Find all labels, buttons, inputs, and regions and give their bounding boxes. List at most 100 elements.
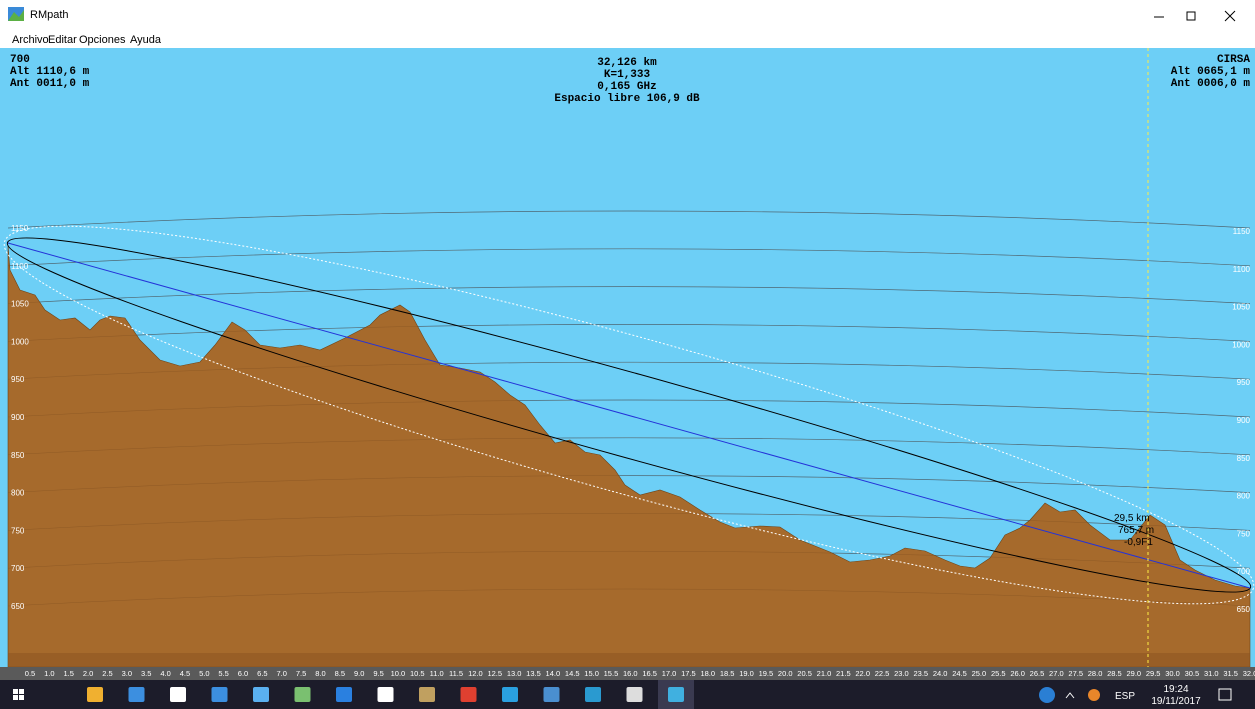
app-icon[interactable]: [585, 687, 601, 702]
elevation-label: 950: [1237, 378, 1251, 387]
taskbar-apps: [87, 680, 694, 709]
elevation-label: 850: [1237, 454, 1251, 463]
clock-date[interactable]: 19/11/2017: [1151, 696, 1201, 707]
elevation-label: 1100: [1233, 265, 1251, 274]
km-label: 30.5: [1185, 669, 1200, 678]
km-label: 17.0: [662, 669, 677, 678]
km-label: 15.5: [604, 669, 619, 678]
elevation-label: 1050: [11, 300, 29, 309]
clock-time[interactable]: 19:24: [1163, 684, 1188, 695]
elevation-label: 750: [11, 526, 25, 535]
km-label: 6.0: [238, 669, 248, 678]
km-label: 27.5: [1068, 669, 1083, 678]
language[interactable]: ESP: [1115, 691, 1135, 702]
km-label: 24.0: [933, 669, 948, 678]
close-button[interactable]: [1224, 10, 1236, 22]
km-label: 19.0: [739, 669, 754, 678]
menu-item[interactable]: Archivo: [12, 34, 49, 46]
km-label: 2.0: [83, 669, 93, 678]
elevation-line: [7, 361, 1251, 380]
km-label: 22.5: [875, 669, 890, 678]
app-icon[interactable]: [419, 687, 435, 702]
elevation-line: [7, 248, 1251, 267]
km-label: 12.5: [487, 669, 502, 678]
restore-button[interactable]: [1186, 11, 1196, 21]
elevation-label: 650: [1237, 605, 1251, 614]
km-label: 29.5: [1146, 669, 1161, 678]
app-icon[interactable]: [294, 687, 311, 702]
elevation-line: [7, 324, 1251, 342]
km-label: 28.5: [1107, 669, 1122, 678]
link-k: K=1,333: [604, 69, 651, 81]
km-label: 4.5: [180, 669, 190, 678]
terrain: [7, 244, 1251, 668]
app-icon[interactable]: [336, 687, 352, 702]
app-icon[interactable]: [626, 687, 643, 702]
km-label: 23.0: [894, 669, 909, 678]
cursor-height: 765,7 m: [1118, 525, 1154, 536]
right-station: CIRSA: [1217, 54, 1250, 66]
km-label: 25.0: [972, 669, 987, 678]
tray-arrow[interactable]: [1065, 692, 1075, 699]
km-label: 26.5: [1030, 669, 1045, 678]
menu-item[interactable]: Editar: [48, 34, 77, 46]
fresnel-zone: [6, 237, 1252, 593]
app-icon[interactable]: [543, 687, 560, 702]
km-label: 29.0: [1127, 669, 1142, 678]
km-label: 16.5: [642, 669, 657, 678]
elevation-label: 650: [11, 602, 25, 611]
km-label: 5.0: [199, 669, 209, 678]
km-label: 7.0: [277, 669, 287, 678]
app-icon[interactable]: [87, 687, 103, 702]
app-icon[interactable]: [211, 687, 228, 702]
km-label: 0.5: [25, 669, 35, 678]
km-label: 10.0: [391, 669, 406, 678]
fresnel-zone-outer: [3, 225, 1255, 605]
km-label: 20.0: [778, 669, 793, 678]
km-label: 15.0: [584, 669, 599, 678]
left-station: 700: [10, 54, 30, 66]
app-icon[interactable]: [460, 687, 477, 702]
notifications[interactable]: [1218, 688, 1232, 701]
km-label: 13.5: [526, 669, 541, 678]
km-label: 26.0: [1010, 669, 1025, 678]
km-label: 18.0: [700, 669, 715, 678]
app-icon[interactable]: [668, 687, 684, 702]
start-button[interactable]: [13, 689, 24, 700]
elevation-label: 700: [11, 564, 25, 573]
km-label: 13.0: [507, 669, 522, 678]
menu-item[interactable]: Ayuda: [130, 34, 162, 46]
km-label: 9.5: [373, 669, 383, 678]
cursor-distance: 29,5 km: [1114, 513, 1150, 524]
app-icon[interactable]: [170, 687, 186, 702]
km-label: 8.5: [335, 669, 345, 678]
km-label: 17.5: [681, 669, 696, 678]
elevation-line: [7, 210, 1251, 229]
km-label: 18.5: [720, 669, 735, 678]
menu-item[interactable]: Opciones: [79, 34, 126, 46]
start-logo: [13, 695, 18, 700]
app-icon[interactable]: [128, 687, 145, 702]
terrain-base: [8, 653, 1250, 667]
km-label: 27.0: [1049, 669, 1064, 678]
km-label: 23.5: [913, 669, 928, 678]
km-label: 5.5: [218, 669, 228, 678]
window-title: RMpath: [30, 9, 69, 21]
start-logo: [19, 689, 24, 694]
km-label: 31.0: [1204, 669, 1219, 678]
tray-icon[interactable]: [1088, 689, 1100, 701]
app-icon[interactable]: [377, 687, 394, 702]
km-label: 11.0: [430, 669, 444, 678]
elevation-label: 1000: [11, 337, 29, 346]
elevation-label: 1150: [11, 224, 29, 233]
app-icon[interactable]: [253, 687, 269, 702]
km-label: 12.0: [468, 669, 483, 678]
right-ant: Ant 0006,0 m: [1171, 78, 1251, 90]
start-logo: [13, 689, 18, 694]
app-icon[interactable]: [502, 687, 518, 702]
help-icon[interactable]: [1039, 687, 1055, 703]
km-label: 1.5: [64, 669, 74, 678]
km-label: 21.5: [836, 669, 851, 678]
